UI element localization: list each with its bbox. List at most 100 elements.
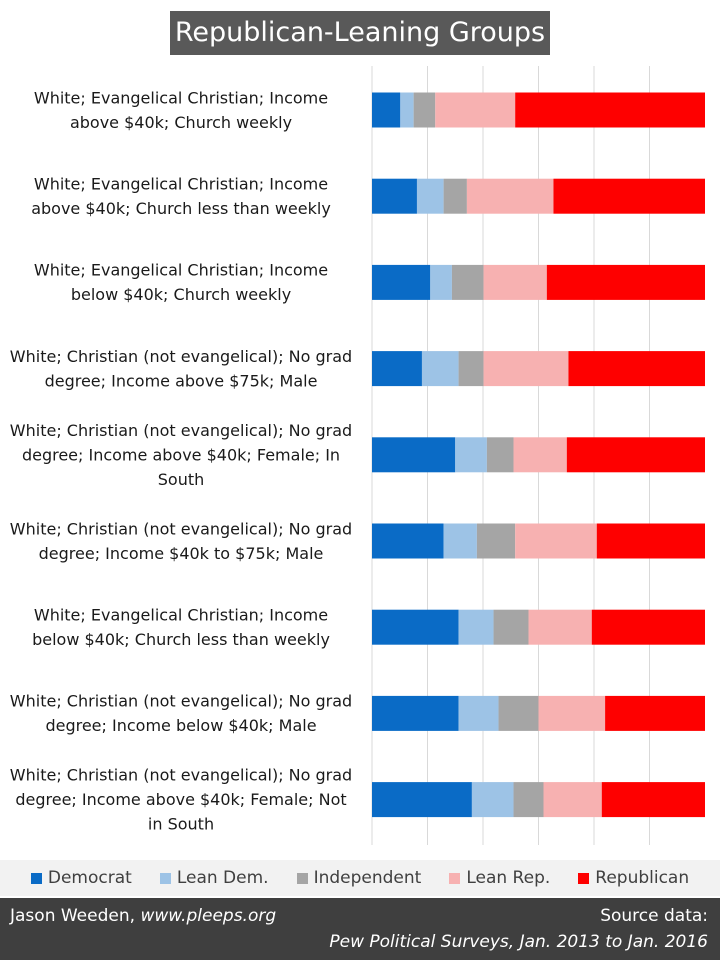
category-label-4: White; Christian (not evangelical); No g… bbox=[10, 347, 352, 391]
bar-segment-republican-3 bbox=[546, 264, 705, 300]
bar-segment-republican-6 bbox=[596, 523, 705, 559]
bar-segment-republican-5 bbox=[566, 437, 705, 473]
bar-segment-democrat-6 bbox=[372, 523, 444, 559]
bar-segment-republican-1 bbox=[515, 92, 705, 128]
category-label-line: below $40k; Church weekly bbox=[71, 285, 291, 304]
bar-segment-independent-5 bbox=[486, 437, 514, 473]
category-label-line: White; Christian (not evangelical); No g… bbox=[10, 421, 352, 440]
category-label-line: degree; Income below $40k; Male bbox=[45, 716, 316, 735]
bar-segment-lean-rep-6 bbox=[515, 523, 597, 559]
bar-segment-lean-dem-6 bbox=[443, 523, 477, 559]
bar-segment-republican-4 bbox=[568, 351, 705, 387]
category-label-2: White; Evangelical Christian; Income abov… bbox=[31, 174, 331, 218]
bar-segment-republican-2 bbox=[553, 178, 705, 214]
bar-segment-democrat-7 bbox=[372, 609, 459, 645]
footer-author-site: www.pleeps.org bbox=[140, 906, 277, 926]
footer-author-name: Jason Weeden, bbox=[10, 906, 136, 926]
category-label-line: White; Christian (not evangelical); No g… bbox=[10, 519, 352, 538]
bar-segment-independent-4 bbox=[458, 351, 484, 387]
category-label-line: degree; Income above $40k; Female; In bbox=[22, 445, 340, 464]
legend-item-independent: Independent bbox=[296, 868, 422, 888]
category-label-line: South bbox=[158, 470, 205, 489]
category-label-1: White; Evangelical Christian; Income abov… bbox=[34, 88, 328, 132]
legend-swatch-independent bbox=[296, 872, 308, 884]
category-label-8: White; Christian (not evangelical); No g… bbox=[10, 692, 352, 736]
category-label-3: White; Evangelical Christian; Income belo… bbox=[34, 261, 328, 305]
legend-swatch-lean-dem bbox=[159, 872, 171, 884]
bar-segment-democrat-2 bbox=[372, 178, 417, 214]
category-label-line: White; Evangelical Christian; Income bbox=[34, 88, 328, 107]
bar-segment-independent-2 bbox=[443, 178, 467, 214]
bar-segment-democrat-4 bbox=[372, 351, 422, 387]
category-label-line: degree; Income $40k to $75k; Male bbox=[39, 544, 324, 563]
category-labels: White; Evangelical Christian; Income abov… bbox=[10, 88, 352, 833]
legend-swatch-democrat bbox=[30, 872, 42, 884]
category-label-line: above $40k; Church less than weekly bbox=[31, 199, 331, 218]
bar-segment-democrat-1 bbox=[372, 92, 401, 128]
bar-segment-democrat-9 bbox=[372, 782, 472, 818]
bar-segment-lean-rep-9 bbox=[543, 782, 602, 818]
bar-segment-independent-9 bbox=[513, 782, 544, 818]
bar-segment-lean-dem-3 bbox=[430, 264, 452, 300]
chart-title: Republican-Leaning Groups bbox=[170, 11, 550, 55]
legend-item-lean-rep: Lean Rep. bbox=[449, 868, 550, 888]
category-label-line: White; Christian (not evangelical); No g… bbox=[10, 766, 352, 785]
bar-segment-democrat-3 bbox=[372, 264, 431, 300]
stacked-bar-chart: White; Evangelical Christian; Income abov… bbox=[10, 66, 705, 845]
bar-segment-independent-3 bbox=[451, 264, 484, 300]
category-label-6: White; Christian (not evangelical); No g… bbox=[10, 519, 352, 563]
bar-segment-lean-dem-8 bbox=[458, 695, 499, 731]
category-label-line: White; Christian (not evangelical); No g… bbox=[10, 347, 352, 366]
bar-segment-republican-7 bbox=[591, 609, 705, 645]
category-label-line: White; Christian (not evangelical); No g… bbox=[10, 692, 352, 711]
bar-segment-lean-rep-5 bbox=[513, 437, 567, 473]
category-label-line: above $40k; Church weekly bbox=[70, 113, 292, 132]
footer-source-label: Source data: bbox=[600, 906, 708, 926]
legend-swatch-republican bbox=[578, 872, 590, 884]
category-label-line: in South bbox=[148, 815, 214, 834]
bar-segment-lean-rep-3 bbox=[483, 264, 547, 300]
bar-segment-lean-dem-5 bbox=[455, 437, 487, 473]
bar-segment-republican-8 bbox=[605, 695, 705, 731]
legend-label-lean-rep: Lean Rep. bbox=[466, 868, 551, 888]
category-label-line: degree; Income above $75k; Male bbox=[45, 371, 318, 390]
bar-segment-lean-dem-4 bbox=[421, 351, 459, 387]
legend-swatch-lean-rep bbox=[449, 872, 461, 884]
bar-segment-republican-9 bbox=[601, 782, 705, 818]
category-label-line: White; Evangelical Christian; Income bbox=[34, 605, 328, 624]
bar-segment-lean-rep-1 bbox=[435, 92, 516, 128]
legend-item-republican: Republican bbox=[578, 868, 689, 888]
bar-segment-democrat-5 bbox=[372, 437, 456, 473]
footer-source-text: Pew Political Surveys, Jan. 2013 to Jan.… bbox=[329, 932, 708, 952]
bar-segment-lean-dem-9 bbox=[471, 782, 514, 818]
footer-author: Jason Weeden, www.pleeps.org bbox=[10, 906, 276, 926]
bar-segment-lean-dem-1 bbox=[400, 92, 414, 128]
bar-segment-lean-dem-2 bbox=[416, 178, 444, 214]
category-label-line: White; Evangelical Christian; Income bbox=[34, 261, 328, 280]
bar-segment-lean-rep-7 bbox=[528, 609, 592, 645]
category-label-5: White; Christian (not evangelical); No g… bbox=[10, 421, 352, 489]
bar-segment-independent-8 bbox=[498, 695, 539, 731]
bar-segment-independent-1 bbox=[413, 92, 436, 128]
legend-label-lean-dem: Lean Dem. bbox=[176, 868, 269, 888]
legend-band: Democrat Lean Dem. Independent Lean Rep. Rep… bbox=[0, 860, 720, 896]
category-label-line: below $40k; Church less than weekly bbox=[32, 630, 330, 649]
bar-stacks bbox=[372, 92, 705, 818]
category-label-line: White; Evangelical Christian; Income bbox=[34, 174, 328, 193]
category-label-7: White; Evangelical Christian; Income belo… bbox=[32, 605, 330, 649]
bar-segment-lean-rep-4 bbox=[483, 351, 569, 387]
category-label-line: degree; Income above $40k; Female; Not bbox=[15, 790, 346, 809]
legend-label-independent: Independent bbox=[313, 868, 422, 888]
bar-segment-lean-rep-8 bbox=[538, 695, 606, 731]
legend-label-republican: Republican bbox=[595, 868, 690, 888]
bar-segment-independent-6 bbox=[476, 523, 516, 559]
bar-segment-lean-rep-2 bbox=[466, 178, 554, 214]
legend: Democrat Lean Dem. Independent Lean Rep. Rep… bbox=[0, 860, 720, 896]
category-label-9: White; Christian (not evangelical); No g… bbox=[10, 766, 352, 834]
legend-item-democrat: Democrat bbox=[30, 868, 132, 888]
bar-segment-independent-7 bbox=[493, 609, 529, 645]
legend-label-democrat: Democrat bbox=[47, 868, 132, 888]
bar-segment-lean-dem-7 bbox=[458, 609, 494, 645]
footer: Jason Weeden, www.pleeps.org Source data… bbox=[0, 898, 720, 960]
legend-item-lean-dem: Lean Dem. bbox=[159, 868, 269, 888]
